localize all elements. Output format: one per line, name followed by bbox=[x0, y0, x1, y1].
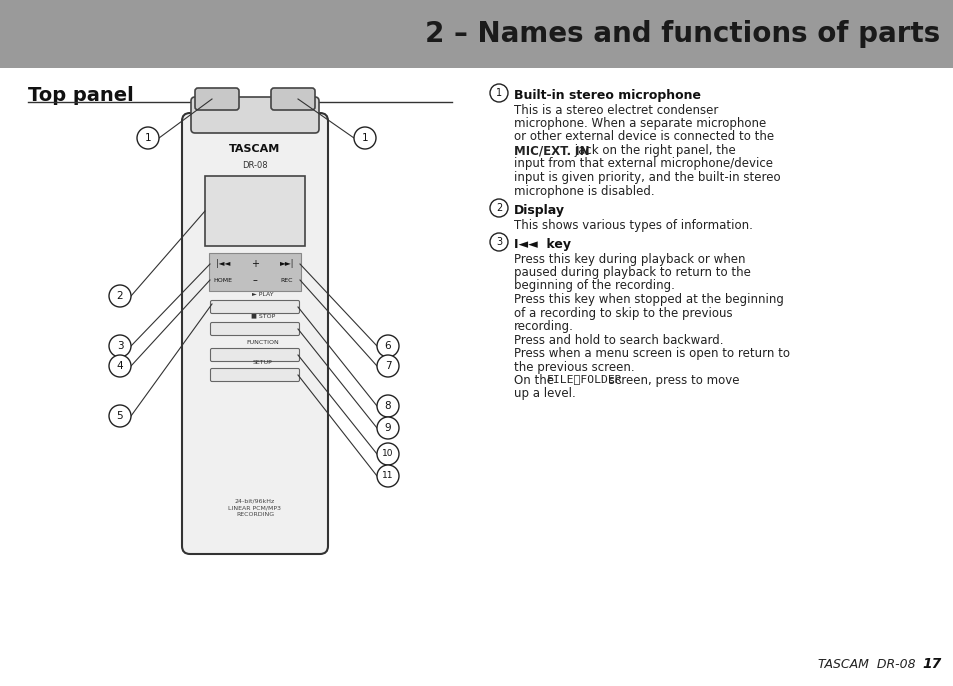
Text: input from that external microphone/device: input from that external microphone/devi… bbox=[514, 158, 772, 171]
Circle shape bbox=[109, 405, 131, 427]
Text: 6: 6 bbox=[384, 341, 391, 351]
Text: 11: 11 bbox=[382, 471, 394, 480]
Text: jack on the right panel, the: jack on the right panel, the bbox=[570, 144, 735, 157]
Text: ► PLAY: ► PLAY bbox=[252, 292, 274, 296]
Text: Display: Display bbox=[514, 204, 564, 217]
Text: Press this key during playback or when: Press this key during playback or when bbox=[514, 252, 744, 265]
FancyBboxPatch shape bbox=[182, 113, 328, 554]
Text: Built-in stereo microphone: Built-in stereo microphone bbox=[514, 89, 700, 102]
Circle shape bbox=[376, 335, 398, 357]
Text: 9: 9 bbox=[384, 423, 391, 433]
FancyBboxPatch shape bbox=[209, 253, 301, 291]
FancyBboxPatch shape bbox=[211, 300, 299, 314]
Circle shape bbox=[376, 355, 398, 377]
Text: paused during playback to return to the: paused during playback to return to the bbox=[514, 266, 750, 279]
Text: 5: 5 bbox=[116, 411, 123, 421]
Text: 10: 10 bbox=[382, 449, 394, 458]
Text: 2: 2 bbox=[496, 203, 501, 213]
Text: Press and hold to search backward.: Press and hold to search backward. bbox=[514, 333, 722, 346]
Text: Top panel: Top panel bbox=[28, 86, 133, 105]
Text: 1: 1 bbox=[361, 133, 368, 143]
Circle shape bbox=[109, 285, 131, 307]
Circle shape bbox=[109, 355, 131, 377]
Text: 17: 17 bbox=[921, 657, 941, 671]
Text: the previous screen.: the previous screen. bbox=[514, 361, 634, 373]
Bar bbox=[205, 176, 305, 246]
Text: 3: 3 bbox=[116, 341, 123, 351]
Text: 2 – Names and functions of parts: 2 – Names and functions of parts bbox=[424, 20, 939, 48]
Text: FUNCTION: FUNCTION bbox=[247, 340, 279, 344]
Text: 1: 1 bbox=[496, 88, 501, 98]
Text: recording.: recording. bbox=[514, 320, 574, 333]
Circle shape bbox=[376, 417, 398, 439]
Text: up a level.: up a level. bbox=[514, 388, 576, 401]
Circle shape bbox=[109, 335, 131, 357]
Text: TASCAM: TASCAM bbox=[229, 144, 280, 154]
FancyBboxPatch shape bbox=[191, 97, 318, 133]
Text: 1: 1 bbox=[145, 133, 152, 143]
Text: MIC/EXT. IN: MIC/EXT. IN bbox=[514, 144, 589, 157]
Text: 4: 4 bbox=[116, 361, 123, 371]
Text: input is given priority, and the built-in stereo: input is given priority, and the built-i… bbox=[514, 171, 780, 184]
Text: screen, press to move: screen, press to move bbox=[605, 374, 740, 387]
FancyBboxPatch shape bbox=[211, 322, 299, 335]
Circle shape bbox=[376, 465, 398, 487]
Text: 8: 8 bbox=[384, 401, 391, 411]
Circle shape bbox=[376, 443, 398, 465]
FancyBboxPatch shape bbox=[211, 348, 299, 362]
Text: ■ STOP: ■ STOP bbox=[251, 314, 274, 318]
Text: |◄◄: |◄◄ bbox=[215, 259, 230, 268]
Text: This shows various types of information.: This shows various types of information. bbox=[514, 219, 752, 231]
Text: 7: 7 bbox=[384, 361, 391, 371]
Text: REC: REC bbox=[280, 278, 293, 283]
Text: of a recording to skip to the previous: of a recording to skip to the previous bbox=[514, 307, 732, 320]
Circle shape bbox=[376, 395, 398, 417]
Circle shape bbox=[137, 127, 159, 149]
Text: DR-08: DR-08 bbox=[242, 161, 268, 171]
Text: SETUP: SETUP bbox=[253, 359, 273, 364]
Circle shape bbox=[490, 199, 507, 217]
Text: HOME: HOME bbox=[213, 278, 233, 283]
Text: FILE⁄FOLDER: FILE⁄FOLDER bbox=[546, 374, 622, 384]
Text: microphone is disabled.: microphone is disabled. bbox=[514, 185, 654, 198]
FancyBboxPatch shape bbox=[211, 368, 299, 381]
Circle shape bbox=[490, 233, 507, 251]
FancyBboxPatch shape bbox=[194, 88, 239, 110]
Circle shape bbox=[354, 127, 375, 149]
Text: Press this key when stopped at the beginning: Press this key when stopped at the begin… bbox=[514, 293, 783, 306]
Text: TASCAM  DR-08: TASCAM DR-08 bbox=[818, 657, 919, 670]
Text: 3: 3 bbox=[496, 237, 501, 247]
Text: I◄◄  key: I◄◄ key bbox=[514, 238, 571, 251]
Bar bbox=[0, 0, 953, 68]
Text: beginning of the recording.: beginning of the recording. bbox=[514, 279, 674, 292]
Text: This is a stereo electret condenser: This is a stereo electret condenser bbox=[514, 104, 718, 117]
Circle shape bbox=[490, 84, 507, 102]
Text: Press when a menu screen is open to return to: Press when a menu screen is open to retu… bbox=[514, 347, 789, 360]
Text: or other external device is connected to the: or other external device is connected to… bbox=[514, 130, 773, 143]
Text: ►►|: ►►| bbox=[279, 259, 294, 268]
FancyBboxPatch shape bbox=[271, 88, 314, 110]
Text: microphone. When a separate microphone: microphone. When a separate microphone bbox=[514, 117, 765, 130]
Text: 2: 2 bbox=[116, 291, 123, 301]
Text: +: + bbox=[251, 259, 258, 269]
Text: 24-bit/96kHz
LINEAR PCM/MP3
RECORDING: 24-bit/96kHz LINEAR PCM/MP3 RECORDING bbox=[229, 499, 281, 517]
Text: –: – bbox=[253, 275, 257, 285]
Text: On the: On the bbox=[514, 374, 558, 387]
